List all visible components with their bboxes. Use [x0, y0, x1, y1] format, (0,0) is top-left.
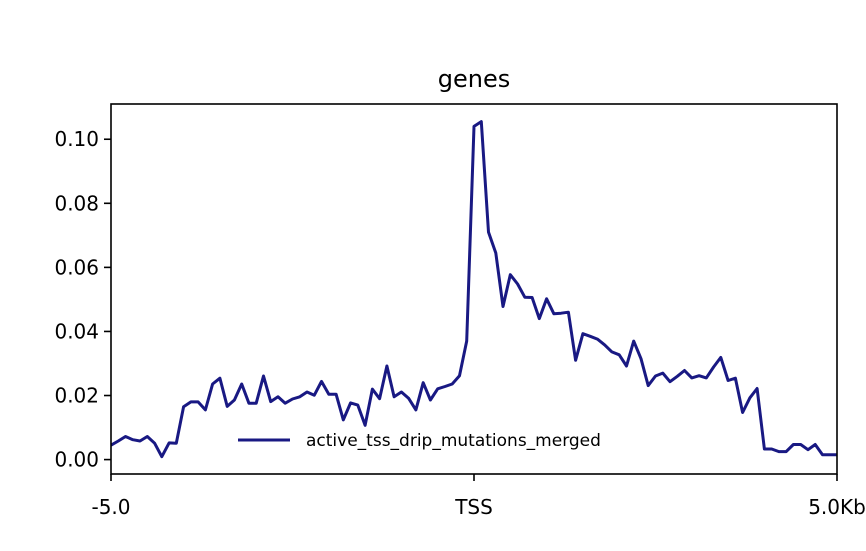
- y-axis: 0.00 0.02 0.04 0.06 0.08 0.10: [54, 127, 111, 472]
- series-line-0: [110, 120, 837, 459]
- x-tick-label: 5.0Kb: [808, 495, 866, 519]
- y-tick-label: 0.00: [54, 448, 99, 472]
- x-axis: -5.0 TSS 5.0Kb: [91, 474, 866, 519]
- y-tick-label: 0.04: [54, 319, 99, 343]
- y-tick-label: 0.10: [54, 127, 99, 151]
- y-tick-label: 0.02: [54, 384, 99, 408]
- chart-title: genes: [438, 65, 510, 93]
- legend-label: active_tss_drip_mutations_merged: [306, 431, 601, 451]
- y-tick-label: 0.06: [54, 255, 99, 279]
- x-tick-label: -5.0: [91, 495, 130, 519]
- series-layer: [110, 120, 837, 459]
- plot-frame: [110, 103, 838, 475]
- x-tick-label: TSS: [454, 495, 493, 519]
- y-tick-label: 0.08: [54, 191, 99, 215]
- legend: active_tss_drip_mutations_merged: [238, 431, 601, 451]
